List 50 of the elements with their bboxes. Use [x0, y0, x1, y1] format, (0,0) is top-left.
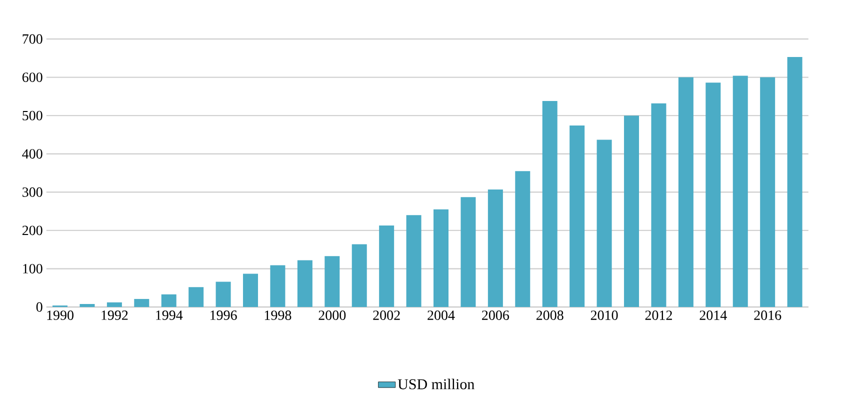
bar — [379, 225, 394, 307]
bar — [542, 101, 558, 307]
bar — [624, 116, 640, 307]
bar — [216, 282, 231, 307]
y-tick-label: 400 — [22, 149, 42, 159]
bar — [678, 77, 694, 307]
x-tick-label: 2010 — [590, 310, 618, 320]
x-tick-label: 1990 — [47, 310, 74, 320]
bar — [434, 209, 449, 307]
x-tick-label: 2008 — [536, 310, 564, 320]
bar — [651, 103, 666, 307]
y-tick-label: 100 — [23, 264, 42, 274]
bar — [80, 304, 95, 307]
y-tick-label: 500 — [22, 110, 42, 120]
x-tick-label: 1996 — [210, 310, 237, 320]
bar — [760, 77, 776, 307]
bar — [352, 244, 367, 307]
x-tick-label: 2006 — [482, 310, 510, 320]
bar — [161, 294, 176, 307]
bar — [570, 126, 585, 307]
bar — [732, 76, 748, 307]
bar — [134, 298, 150, 307]
x-tick-label: 1992 — [102, 310, 128, 320]
y-tick-label: 300 — [22, 187, 42, 197]
x-tick-label: 1994 — [156, 310, 183, 320]
bar — [106, 302, 122, 307]
y-tick-label: 600 — [22, 72, 42, 82]
legend-label: USD million — [398, 378, 474, 390]
bar — [515, 171, 530, 307]
x-tick-label: 2000 — [318, 310, 346, 320]
x-tick-label: 2014 — [700, 310, 727, 320]
bar — [324, 256, 340, 307]
bar — [297, 260, 312, 307]
y-tick-label: 700 — [22, 34, 42, 44]
bar — [188, 287, 204, 307]
bar — [460, 197, 476, 307]
y-tick-label: 0 — [36, 302, 42, 312]
x-tick-label: 2004 — [428, 310, 455, 320]
y-tick-label: 200 — [22, 226, 42, 236]
x-tick-label: 2012 — [645, 310, 672, 320]
bar — [488, 189, 503, 307]
x-tick-label: 1998 — [264, 310, 292, 320]
bar — [270, 265, 286, 307]
bar — [596, 140, 612, 307]
x-tick-label: 2016 — [754, 310, 782, 320]
bar — [706, 82, 721, 307]
bar — [406, 215, 422, 307]
bar — [787, 57, 802, 307]
bar — [243, 274, 258, 307]
x-tick-label: 2002 — [373, 310, 400, 320]
